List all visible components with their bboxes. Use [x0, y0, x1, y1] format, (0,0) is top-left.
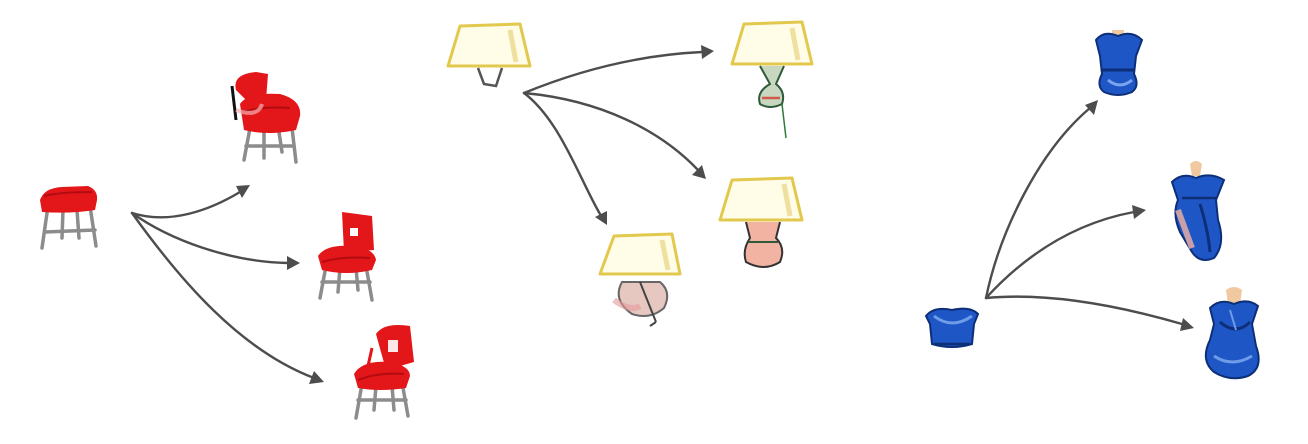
dress-group: [924, 30, 1260, 380]
lamp-with-vase-base-sketch-icon: [598, 232, 682, 327]
dress-arrow-2: [984, 205, 1146, 300]
lamp-with-green-base-sketch-icon: [730, 20, 814, 139]
chair-with-frame-back-sketch-icon: [354, 325, 414, 420]
chair-arrow-3: [130, 211, 324, 384]
blue-top-sketch-icon: [924, 307, 980, 348]
chair-with-tall-back-sketch-icon: [230, 72, 301, 164]
chair-arrow-2: [130, 211, 300, 270]
chair-arrow-1: [130, 185, 250, 219]
short-blue-dress-sketch-icon: [1094, 30, 1144, 96]
lamp-arrow-2: [522, 91, 706, 179]
lamp-arrow-3: [522, 91, 607, 225]
asymmetric-blue-dress-sketch-icon: [1170, 161, 1226, 261]
lamp-group: [446, 20, 814, 327]
chair-group: [40, 72, 414, 420]
chair-with-open-back-sketch-icon: [318, 212, 376, 302]
dress-arrow-1: [984, 100, 1098, 300]
draped-blue-dress-sketch-icon: [1204, 287, 1260, 380]
lamp-arrow-1: [522, 45, 714, 95]
dress-arrow-3: [984, 295, 1194, 331]
stool-sketch-icon: [40, 186, 98, 250]
lamp-with-pink-base-sketch-icon: [718, 176, 804, 268]
lampshade-sketch-icon: [446, 22, 532, 88]
